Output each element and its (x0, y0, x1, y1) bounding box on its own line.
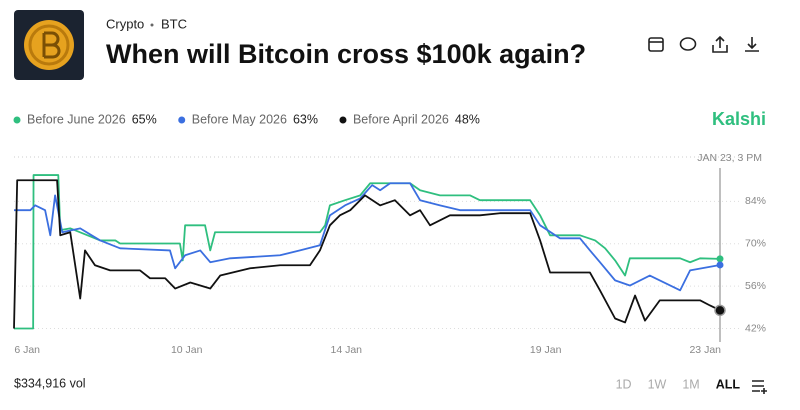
legend-name: Before June 2026 (27, 112, 126, 126)
range-button[interactable]: 1M (682, 377, 699, 391)
series-line (13, 179, 721, 329)
end-dot (716, 261, 724, 269)
y-tick-label: 42% (745, 322, 766, 334)
range-button[interactable]: 1W (648, 377, 667, 391)
plot: 42% 56% 70% 84% 6 Jan 10 Jan 14 Jan 19 Jan 23 Ja… (13, 152, 766, 356)
legend-swatch (13, 116, 21, 124)
x-tick-label: 23 Jan (689, 344, 721, 356)
category: Crypto (106, 16, 144, 31)
legend-name: Before May 2026 (192, 112, 287, 126)
calendar-icon[interactable] (648, 37, 664, 52)
range-button[interactable]: 1D (616, 377, 632, 391)
end-dot (714, 304, 726, 317)
legend-value: 65% (132, 112, 157, 126)
series-line (14, 174, 721, 330)
settings-icon[interactable] (752, 380, 767, 394)
comment-icon[interactable] (679, 37, 697, 51)
market-image (14, 10, 84, 80)
legend-swatch (178, 116, 186, 124)
legend-name: Before April 2026 (353, 112, 449, 126)
series-line (14, 182, 721, 292)
y-tick-label: 56% (745, 280, 766, 292)
x-tick-label: 14 Jan (330, 344, 362, 356)
separator (150, 23, 154, 27)
range-selector: ALL 1M 1W 1D (616, 377, 741, 391)
brand: Kalshi (712, 109, 766, 129)
download-icon[interactable] (745, 37, 759, 52)
ticker: BTC (161, 16, 187, 31)
range-button[interactable]: ALL (716, 377, 741, 391)
end-dot (716, 255, 724, 263)
share-icon[interactable] (712, 35, 728, 53)
legend-value: 63% (293, 112, 318, 126)
legend-value: 48% (455, 112, 480, 126)
cursor-label: JAN 23, 3 PM (697, 152, 762, 164)
x-tick-label: 10 Jan (171, 344, 203, 356)
x-tick-label: 6 Jan (14, 344, 40, 356)
legend: Before June 2026 65% Before May 2026 63% Bef… (13, 112, 480, 126)
market-title: When will Bitcoin cross $100k again? (106, 39, 586, 69)
x-tick-label: 19 Jan (530, 344, 562, 356)
y-tick-label: 70% (745, 238, 766, 250)
volume: $334,916 vol (14, 376, 86, 390)
legend-swatch (339, 116, 347, 124)
y-tick-label: 84% (745, 195, 766, 207)
